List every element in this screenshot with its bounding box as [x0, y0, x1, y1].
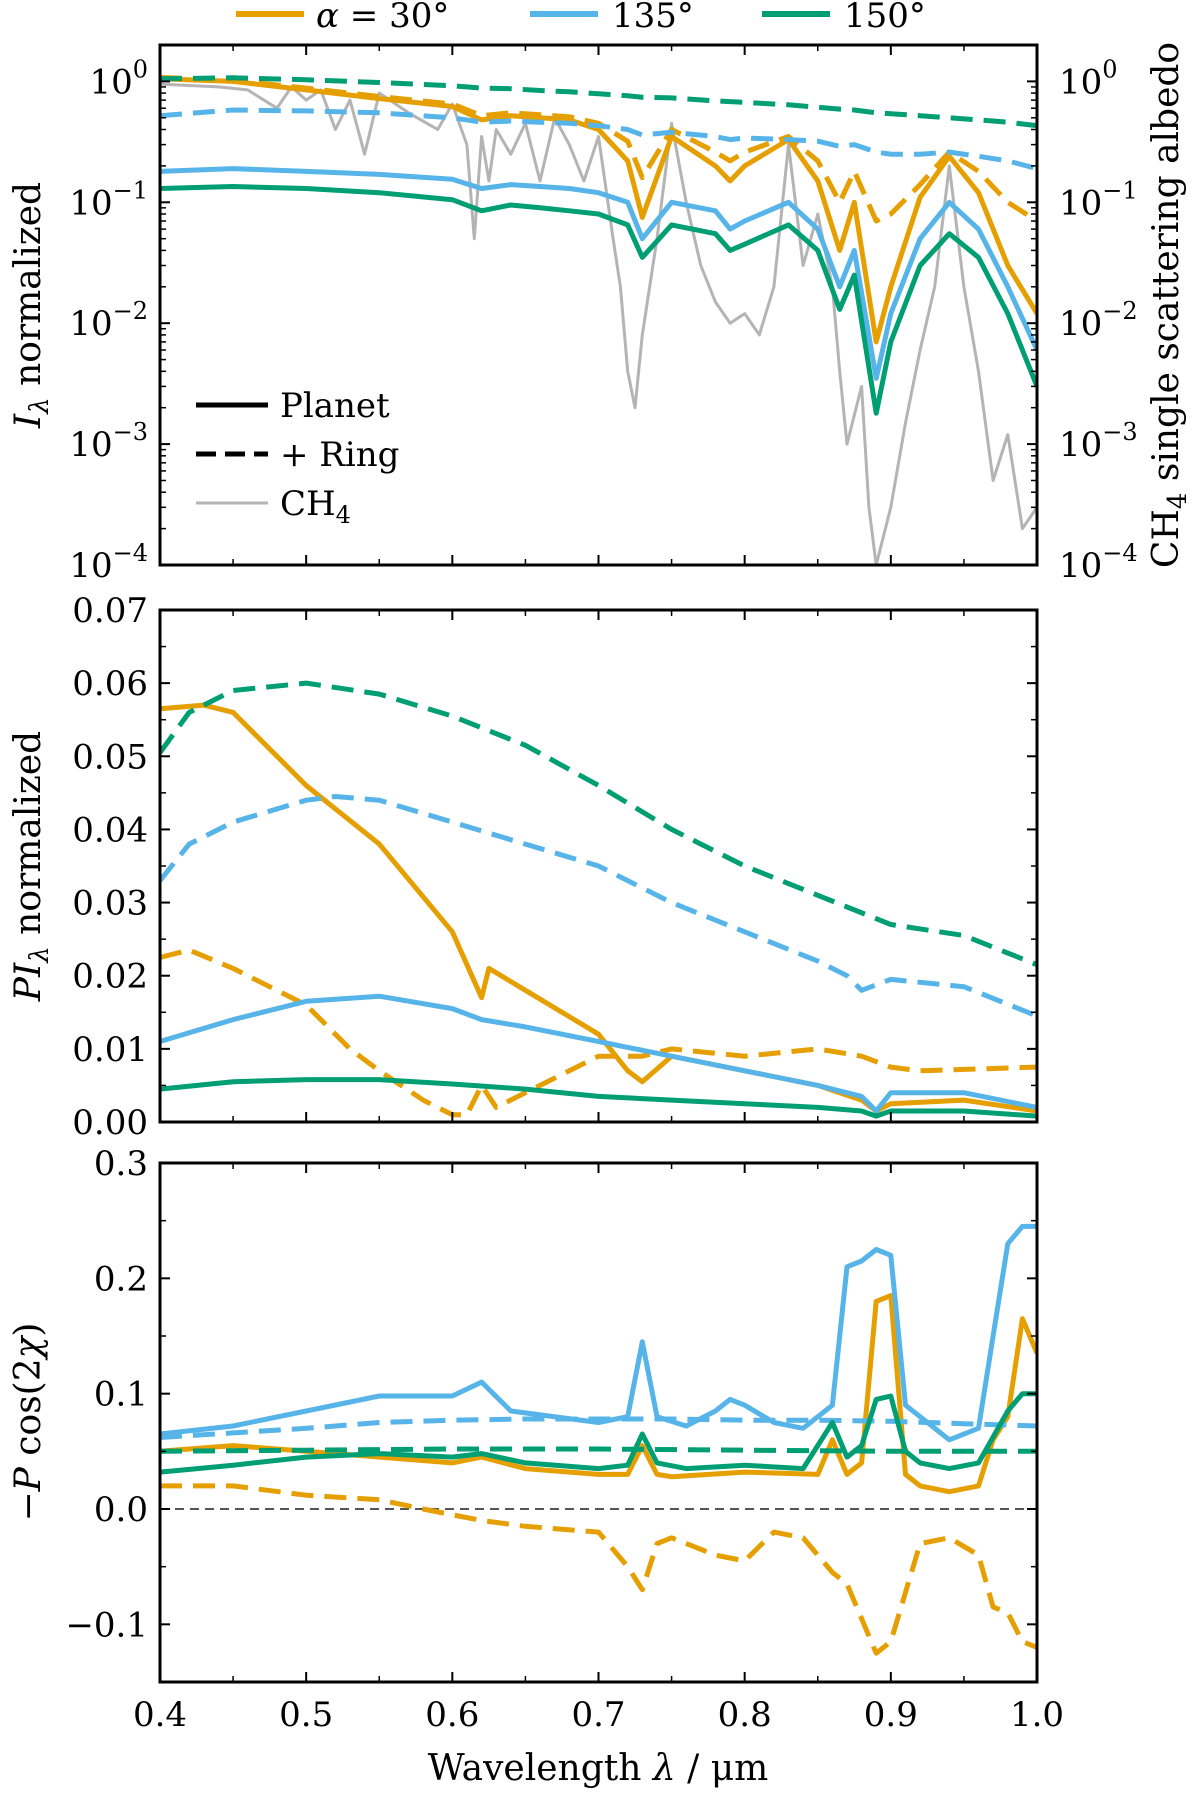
series-ch4-albedo [160, 82, 1037, 565]
polarization-series-alpha135-ring [160, 1416, 1037, 1440]
legend-label-alpha150: 150° [844, 0, 926, 36]
panel-intensity: 100 100 10−1 10−1 10−2 10−2 10−3 10−3 10−4 10−4 I… [8, 42, 1193, 586]
intensity-series-alpha135-planet [160, 166, 1037, 381]
polarized-ticks: 0.00 0.01 0.02 0.03 0.04 0.05 0.06 0.07 [72, 591, 1038, 1143]
x-tick-label: 0.5 [279, 1695, 333, 1735]
intensity-axes-frame [158, 43, 1039, 567]
intensity-ytick-label: 10−1 [69, 176, 148, 223]
x-tick-label: 1.0 [1010, 1695, 1064, 1735]
polarized-ytick-label: 0.02 [72, 957, 148, 997]
polarization-ylabel: −P cos(2χ) [8, 1323, 49, 1522]
polarized-ylabel: PIλ normalized [8, 731, 55, 1002]
polarized-ytick-label: 0.04 [72, 810, 148, 850]
polarized-ytick-label: 0.07 [72, 591, 148, 631]
intensity-ytick-label-right: 10−2 [1059, 297, 1138, 344]
polarized-series-alpha135-planet [160, 993, 1037, 1114]
polarization-series [160, 1223, 1037, 1656]
intensity-series-alpha150-ring [160, 75, 1037, 129]
legend-label-planet: Planet [280, 386, 390, 426]
legend-label-ch4: CH4 [280, 484, 351, 529]
polarization-ticks: 0.4 0.5 0.6 0.7 0.8 0.9 1.0 −0.1 0.0 0.1 0.2 0.3 [65, 1144, 1064, 1735]
intensity-ytick-label-right: 10−3 [1059, 418, 1138, 465]
intensity-series-alpha150-planet [160, 184, 1037, 416]
intensity-series-alpha30-ring [160, 74, 1037, 224]
intensity-ylabel: Iλ normalized [8, 182, 55, 429]
x-tick-label: 0.4 [133, 1695, 187, 1735]
polarization-series-alpha150-planet [160, 1391, 1037, 1475]
polarized-series-alpha135-ring [160, 794, 1037, 1019]
polarization-ytick-label: 0.1 [94, 1375, 148, 1415]
polarization-series-alpha30-ring [160, 1483, 1037, 1656]
legend-styles: Planet + Ring CH4 [196, 386, 399, 529]
intensity-ytick-label: 10−4 [69, 539, 148, 586]
intensity-ytick-label: 10−3 [69, 418, 148, 465]
polarized-ytick-label: 0.03 [72, 884, 148, 924]
panel-polarization: 0.4 0.5 0.6 0.7 0.8 0.9 1.0 −0.1 0.0 0.1 0.2 0.3 −P… [8, 1144, 1064, 1789]
x-tick-label: 0.9 [864, 1695, 918, 1735]
polarization-ytick-label: −0.1 [65, 1605, 148, 1645]
intensity-series [160, 74, 1037, 565]
intensity-plot-area [160, 74, 1037, 565]
polarization-ytick-label: 0.2 [94, 1259, 148, 1299]
polarized-ytick-label: 0.00 [72, 1103, 148, 1143]
legend-label-ring: + Ring [280, 435, 399, 475]
polarized-series-alpha150-ring [160, 680, 1037, 968]
legend-label-alpha30: α = 30° [316, 0, 449, 36]
intensity-series-alpha135-ring [160, 107, 1037, 172]
polarized-ytick-label: 0.06 [72, 664, 148, 704]
polarization-ytick-label: 0.3 [94, 1144, 148, 1184]
legend-label-alpha135: 135° [612, 0, 694, 36]
x-tick-label: 0.6 [425, 1695, 479, 1735]
intensity-series-alpha30-planet [160, 76, 1037, 345]
polarized-ytick-label: 0.05 [72, 737, 148, 777]
polarized-ytick-label: 0.01 [72, 1030, 148, 1070]
intensity-ytick-label: 100 [89, 55, 148, 102]
intensity-ylabel-right: CH4 single scattering albedo [1146, 42, 1193, 568]
polarization-series-alpha30-planet [160, 1293, 1037, 1495]
polarized-plot-area [160, 680, 1037, 1119]
intensity-ytick-label-right: 100 [1059, 55, 1118, 102]
intensity-ticks: 100 100 10−1 10−1 10−2 10−2 10−3 10−3 10−4 10−4 [69, 44, 1138, 586]
polarization-axes-frame [158, 1161, 1039, 1684]
polarized-series-alpha150-planet [160, 1077, 1037, 1119]
x-tick-label: 0.8 [718, 1695, 772, 1735]
polarized-axes-frame [158, 608, 1039, 1124]
x-axis-label: Wavelength λ / μm [428, 1748, 769, 1789]
polarization-ytick-label: 0.0 [94, 1490, 148, 1530]
polarization-plot-area [160, 1223, 1037, 1656]
intensity-ytick-label-right: 10−1 [1059, 176, 1138, 223]
polarization-series-alpha135-planet [160, 1223, 1037, 1443]
intensity-ytick-label: 10−2 [69, 297, 148, 344]
panel-polarized-intensity: 0.00 0.01 0.02 0.03 0.04 0.05 0.06 0.07 PIλ nor… [8, 591, 1039, 1143]
polarized-series-alpha30-planet [160, 702, 1037, 1114]
legend-top: α = 30° 135° 150° [236, 0, 926, 36]
x-tick-label: 0.7 [571, 1695, 625, 1735]
intensity-ytick-label-right: 10−4 [1059, 539, 1138, 586]
polarized-series-alpha30-ring [160, 947, 1037, 1118]
polarized-series [160, 680, 1037, 1119]
polarization-series-alpha150-ring [160, 1446, 1037, 1454]
